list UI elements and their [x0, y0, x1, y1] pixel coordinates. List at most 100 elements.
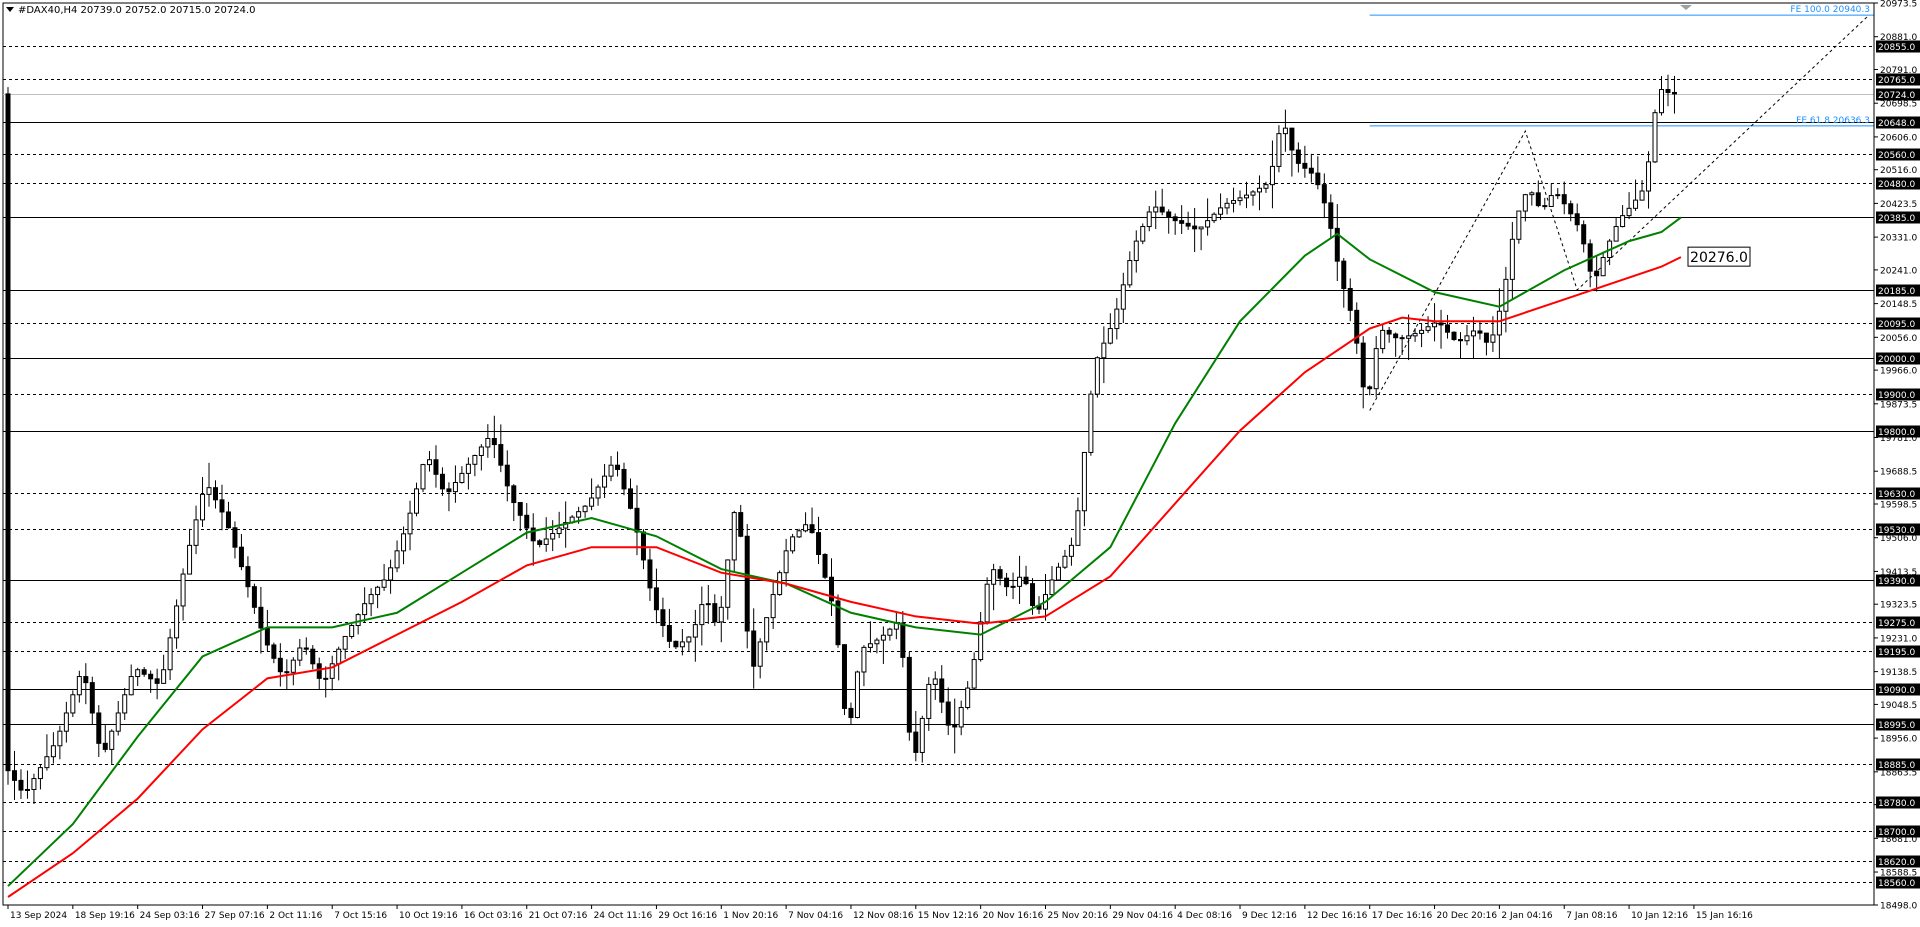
level-tag-text: 18620.0: [1878, 858, 1915, 868]
candle-body: [1166, 211, 1172, 218]
ma-label-box: [1687, 246, 1751, 267]
candle-body: [50, 745, 56, 758]
candle-body: [1380, 329, 1386, 350]
level-tag-text: 20855.0: [1878, 43, 1915, 53]
candle-body: [757, 641, 763, 667]
candle-body: [1289, 127, 1295, 151]
candle-body: [128, 676, 134, 696]
scroll-marker-icon[interactable]: [1680, 5, 1692, 10]
candle-body: [1613, 226, 1619, 242]
time-tick-label: 4 Dec 08:16: [1177, 911, 1232, 921]
candle-body: [264, 627, 270, 646]
price-tick-label: 19688.5: [1880, 468, 1917, 478]
candle-body: [251, 586, 257, 608]
candle-body: [530, 527, 536, 542]
candle-body: [1179, 220, 1185, 224]
dropdown-icon[interactable]: [6, 7, 14, 12]
time-tick-label: 7 Oct 15:16: [334, 911, 387, 921]
candle-body: [161, 669, 167, 684]
candle-body: [660, 609, 666, 627]
candle-body: [725, 559, 731, 608]
candle-body: [225, 511, 231, 529]
candle-body: [109, 730, 115, 750]
candle-body: [1049, 579, 1055, 596]
candle-body: [576, 511, 582, 518]
candle-body: [1581, 224, 1587, 245]
level-tag-text: 19800.0: [1878, 428, 1915, 438]
candle-body: [1535, 192, 1541, 207]
time-axis: 13 Sep 2024 18 Sep 19:16 24 Sep 03:16 27 Se…: [7, 905, 1753, 921]
candle-body: [1367, 386, 1373, 390]
candle-body: [1470, 330, 1476, 337]
price-tick-label: 20148.5: [1880, 300, 1917, 310]
candle-body: [70, 694, 76, 714]
time-tick-label: 10 Oct 19:16: [399, 911, 458, 921]
time-tick-label: 29 Nov 04:16: [1112, 911, 1173, 921]
candle-body: [375, 586, 381, 596]
candle-body: [1393, 333, 1399, 339]
candle-body: [887, 628, 893, 636]
price-tick-label: 19413.5: [1880, 568, 1917, 578]
level-tag-bg: [1876, 574, 1920, 587]
candle-body: [647, 559, 653, 589]
candle-body: [1101, 342, 1107, 359]
candle-body: [1548, 195, 1554, 208]
price-tick-label: 20698.5: [1880, 100, 1917, 110]
candle-body: [991, 569, 997, 585]
candle-body: [926, 683, 932, 719]
level-tag-bg: [1876, 487, 1920, 500]
candle-body: [303, 647, 309, 650]
candle-body: [1010, 585, 1016, 588]
candle-body: [1030, 583, 1036, 606]
candle-body: [1334, 227, 1340, 262]
time-tick-label: 15 Nov 12:16: [918, 911, 979, 921]
candle-body: [1464, 335, 1470, 342]
candle-body: [1490, 334, 1496, 343]
candle-body: [634, 507, 640, 533]
candle-body: [913, 731, 919, 753]
candle-body: [1127, 260, 1133, 286]
candle-body: [498, 444, 504, 466]
candle-body: [971, 659, 977, 689]
candle-body: [790, 536, 796, 552]
time-tick-label: 17 Dec 16:16: [1372, 911, 1433, 921]
level-tag-text: 20385.0: [1878, 214, 1915, 224]
candle-body: [602, 475, 608, 488]
candle-body: [1269, 165, 1275, 186]
candle-body: [1665, 89, 1671, 93]
level-tag-text: 20724.0: [1878, 91, 1915, 101]
candle-body: [135, 669, 141, 678]
candle-body: [1354, 309, 1360, 344]
price-tick-label: 20791.0: [1880, 66, 1917, 76]
time-tick-label: 1 Nov 20:16: [723, 911, 778, 921]
candle-body: [200, 493, 206, 521]
candle-body: [640, 531, 646, 561]
candle-body: [310, 648, 316, 665]
candle-body: [608, 464, 614, 477]
candle-body: [939, 678, 945, 703]
candle-body: [1496, 310, 1502, 336]
level-tag-text: 18995.0: [1878, 721, 1915, 731]
ma-fast-line: [7, 216, 1682, 887]
candle-body: [1017, 576, 1023, 587]
candle-body: [44, 756, 50, 769]
candle-body: [1133, 240, 1139, 262]
candle-body: [679, 641, 685, 648]
candle-body: [1516, 210, 1522, 240]
candle-body: [1445, 324, 1451, 333]
chart-border: [2, 2, 1875, 906]
candle-body: [407, 512, 413, 535]
price-tick-label: 19873.5: [1880, 400, 1917, 410]
price-tick-label: 20606.0: [1880, 133, 1917, 143]
candle-body: [809, 524, 815, 534]
candle-body: [433, 459, 439, 475]
candle-body: [738, 512, 744, 537]
level-tag-bg: [1876, 116, 1920, 129]
candle-body: [1671, 91, 1677, 95]
candle-body: [1594, 270, 1600, 277]
candle-body: [731, 512, 737, 561]
price-tick-label: 18498.0: [1880, 902, 1917, 912]
price-tick-label: 19323.5: [1880, 601, 1917, 611]
